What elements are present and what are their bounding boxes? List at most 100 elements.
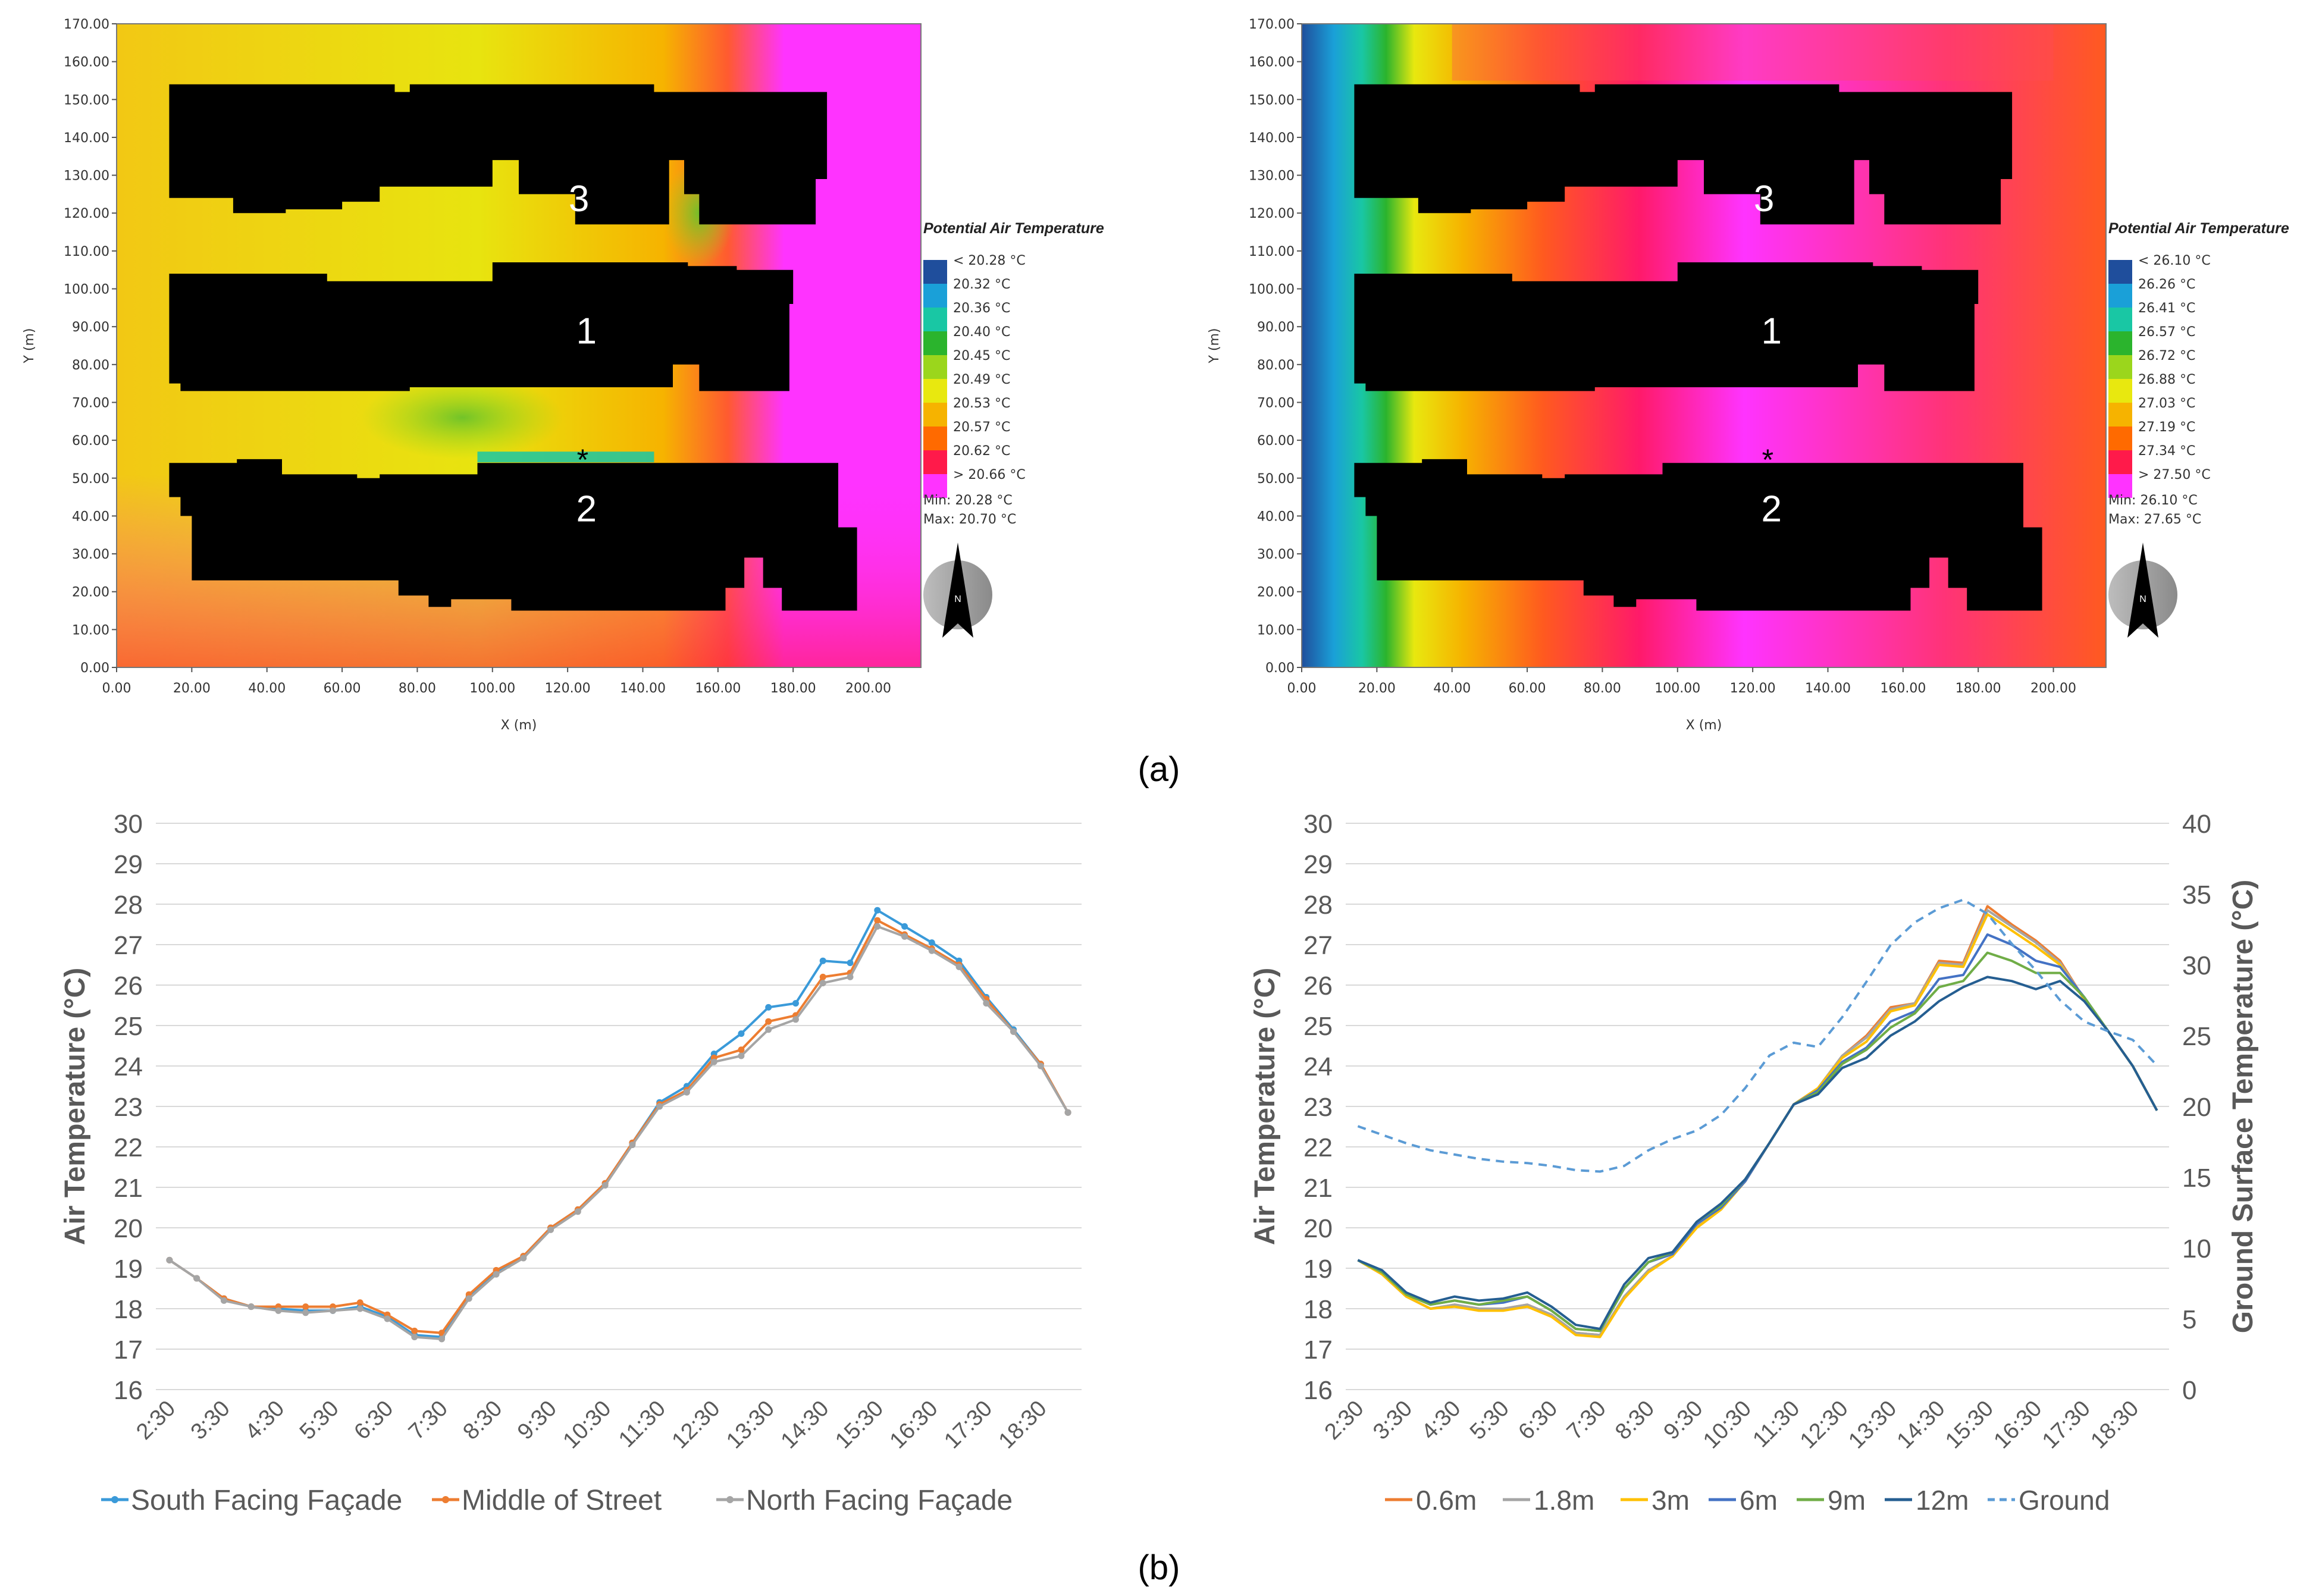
y-tick-label: 27 [1303,931,1333,960]
legend-label: 3m [1651,1485,1690,1516]
x-tick-label: 120.00 [1730,681,1776,696]
x-tick-label: 7:30 [1562,1396,1611,1445]
y-tick-label: 25 [114,1012,143,1041]
y-tick-label: 21 [1303,1174,1333,1203]
y-tick-label: 100.00 [64,283,109,297]
y-tick-label: 70.00 [72,396,109,410]
min-label: Min: 26.10 °C [2108,493,2198,508]
y-tick-label: 17 [1303,1335,1333,1365]
data-point [520,1255,527,1262]
legend-swatch [923,260,947,284]
x-tick-label: 3:30 [186,1396,235,1445]
legend-label: South Facing Façade [131,1485,402,1516]
x-tick-label: 100.00 [1654,681,1700,696]
data-point [847,960,854,967]
series-north-facing-fa-ade [166,923,1071,1343]
y-right-tick-label: 20 [2182,1093,2211,1122]
building-1 [1354,262,1979,391]
data-point [601,1182,609,1189]
data-point [411,1334,418,1341]
legend-swatch [2108,379,2132,403]
data-point [629,1142,636,1149]
legend-swatch [923,474,947,498]
y-tick-label: 30.00 [1257,547,1295,562]
legend-label: 12m [1916,1485,1969,1516]
building-label: 1 [576,311,596,352]
data-point [983,1000,990,1007]
legend-marker [726,1496,734,1503]
legend-swatch [2108,450,2132,474]
y-tick-label: 30.00 [72,547,109,562]
x-axis-label: X (m) [501,718,537,733]
y-right-tick-label: 5 [2182,1305,2196,1334]
x-tick-label: 18:30 [2086,1396,2143,1454]
legend-swatch [2108,403,2132,427]
y-tick-label: 21 [114,1174,143,1203]
legend-swatch [923,331,947,355]
legend-swatch [923,308,947,331]
y-tick-label: 30 [114,810,143,839]
legend-swatch [2108,260,2132,284]
x-tick-label: 120.00 [545,681,591,696]
building-label: 1 [1761,311,1781,352]
data-point [792,1000,799,1007]
data-point [765,1004,772,1011]
y-tick-label: 110.00 [64,244,109,259]
y-tick-label: 170.00 [64,17,109,32]
series-line [168,919,1069,1334]
y-tick-label: 25 [1303,1012,1333,1041]
legend-label: 27.34 °C [2138,444,2195,459]
x-tick-label: 100.00 [469,681,515,696]
legend-marker [111,1496,118,1503]
data-point [438,1335,446,1343]
map-frame [116,23,922,668]
series-south-facing-fa-ade [166,907,1071,1341]
y-tick-label: 30 [1303,810,1333,839]
y-tick-label: 10.00 [1257,623,1295,638]
data-point [819,957,826,964]
data-point [1010,1028,1017,1035]
north-label: N [2139,594,2146,604]
legend-item: South Facing Façade [101,1485,402,1516]
legend-label: Ground [2019,1485,2110,1516]
data-point [765,1026,772,1033]
series-middle-of-street [166,917,1071,1337]
legend-label: < 20.28 °C [953,253,1026,268]
y-tick-label: 19 [114,1255,143,1284]
x-tick-label: 3:30 [1368,1396,1417,1445]
legend-title: Potential Air Temperature [923,220,1104,237]
x-tick-label: 0.00 [102,681,131,696]
y-tick-label: 80.00 [1257,358,1295,373]
data-point [819,980,826,987]
data-point [384,1315,391,1322]
legend-label: 20.40 °C [953,325,1010,340]
legend-swatch [2108,427,2132,450]
max-label: Max: 20.70 °C [923,512,1016,527]
y-tick-label: 22 [114,1133,143,1162]
y-tick-label: 160.00 [64,55,109,70]
legend-item: North Facing Façade [716,1485,1013,1516]
legend-label: 20.36 °C [953,301,1010,316]
x-tick-label: 13:30 [1844,1396,1901,1454]
x-tick-label: 80.00 [1584,681,1621,696]
y-tick-label: 140.00 [64,131,109,146]
data-point [874,923,881,930]
legend-item: 1.8m [1503,1485,1594,1516]
y-axis-label: Y (m) [22,328,37,363]
series-line [1357,933,2158,1332]
y-axis-label: Air Temperature (°C) [59,968,91,1245]
y-tick-label: 20.00 [1257,585,1295,600]
y-tick-label: 40.00 [1257,509,1295,524]
warm-band [1452,24,2054,81]
data-point [765,1018,772,1025]
heatmap-a-left: 3 1 2 * 0.00 10.00 20.00 30.00 40.00 50.00 60.00 70… [22,17,1104,733]
y-tick-label: 150.00 [1249,93,1295,108]
y-tick-label: 23 [1303,1093,1333,1122]
building-label: 2 [576,489,596,530]
legend-label: 20.53 °C [953,396,1010,411]
series-ground [1357,898,2158,1173]
legend-swatch [2108,331,2132,355]
legend-label: 6m [1740,1485,1778,1516]
legend-label: 27.03 °C [2138,396,2195,411]
